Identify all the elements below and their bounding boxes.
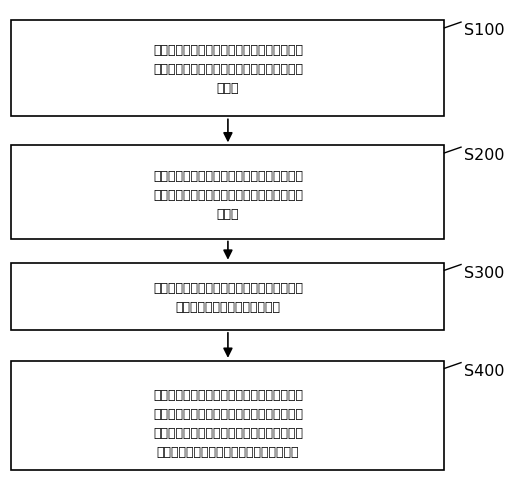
Text: 当粗调次数达到预设次数时，根据重构信号和
参考信号的相位关系对频率控制字的值进行细
调使得分频后的所述重构信号的频率与参考信
号的频率相等，全数字锁相环进入锁定: 当粗调次数达到预设次数时，根据重构信号和 参考信号的相位关系对频率控制字的值进行…	[153, 388, 303, 458]
Text: S200: S200	[464, 148, 504, 163]
Text: 根据所述电平信号按预设规则粗调频率控制字
的值以调节重构信号的输出频率: 根据所述电平信号按预设规则粗调频率控制字 的值以调节重构信号的输出频率	[153, 282, 303, 313]
Bar	[11, 263, 444, 330]
Text: 对所述重构信号进行分频后将其与参考信号的
频率进行对比，并根据对比结果输出相应的电
平信号: 对所述重构信号进行分频后将其与参考信号的 频率进行对比，并根据对比结果输出相应的…	[153, 169, 303, 220]
Bar	[11, 146, 444, 239]
Text: S300: S300	[464, 265, 504, 280]
Text: S100: S100	[464, 23, 504, 38]
Bar	[11, 21, 444, 117]
Text: 检测当前输入的参考信号的下降沿是否到来，
当参考信号的下降沿到来时数控振荡器输出重
构信号: 检测当前输入的参考信号的下降沿是否到来， 当参考信号的下降沿到来时数控振荡器输出…	[153, 44, 303, 95]
Bar	[11, 361, 444, 470]
Text: S400: S400	[464, 363, 504, 378]
